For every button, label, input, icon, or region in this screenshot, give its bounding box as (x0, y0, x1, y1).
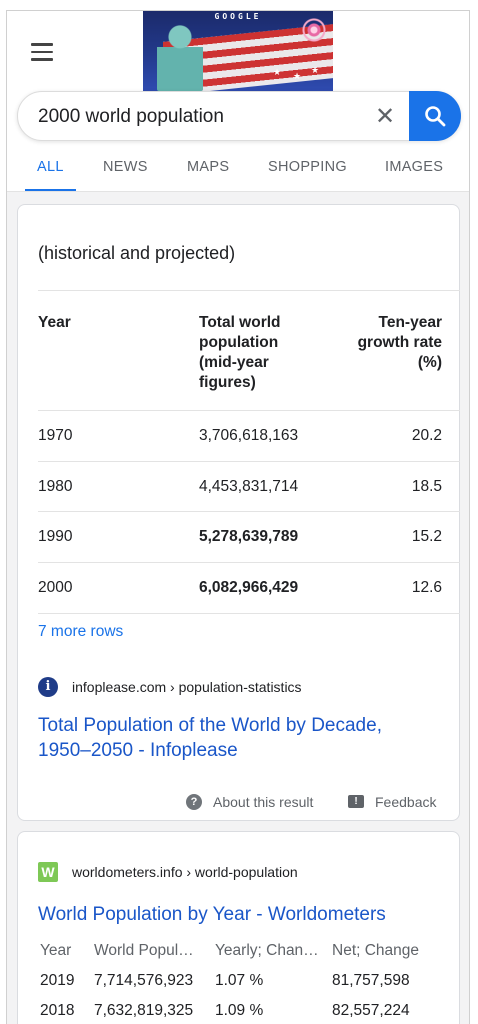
table-cell-year: 1990 (38, 528, 73, 545)
site-favicon-icon: W (38, 862, 58, 882)
table-cell-population: 6,082,966,429 (199, 579, 299, 596)
search-input[interactable] (38, 104, 338, 130)
search-bar: ✕ (17, 91, 461, 141)
tabs-divider (7, 191, 469, 192)
column-header-population: World Popul… (94, 942, 194, 959)
column-header-net-change: Net; Change (332, 942, 420, 959)
divider (38, 461, 460, 462)
divider (38, 562, 460, 563)
divider (38, 613, 460, 614)
search-result-card: W worldometers.info › world-population W… (17, 831, 460, 1024)
table-cell-population: 3,706,618,163 (199, 427, 299, 444)
divider (38, 290, 460, 291)
table-cell-net-change: 81,757,598 (332, 972, 410, 989)
table-cell-growth: 15.2 (411, 528, 442, 545)
table-cell-growth: 12.6 (411, 579, 442, 596)
column-header-year: Year (40, 942, 72, 959)
google-doodle[interactable]: ★ ★ ★ GOOGLE (143, 11, 333, 91)
table-cell-yearly-change: 1.07 % (215, 972, 264, 989)
search-icon (425, 106, 446, 127)
search-tabs: ALL NEWS MAPS SHOPPING IMAGES (7, 156, 469, 192)
about-result-label: About this result (213, 794, 314, 810)
snippet-heading: (historical and projected) (38, 243, 236, 263)
result-title-link[interactable]: Total Population of the World by Decade,… (38, 715, 382, 761)
table-cell-year: 2018 (40, 1002, 75, 1019)
feedback-label: Feedback (375, 794, 437, 810)
table-cell-growth: 18.5 (411, 478, 442, 495)
table-cell-year: 2019 (40, 972, 75, 989)
featured-snippet-card: (historical and projected) Year Total wo… (17, 204, 460, 821)
divider (38, 410, 460, 411)
tab-images[interactable]: IMAGES (385, 159, 444, 175)
tab-shopping[interactable]: SHOPPING (268, 159, 347, 175)
column-header-population: Total world population (mid-year figures… (199, 314, 281, 391)
table-cell-population: 7,632,819,325 (94, 1002, 194, 1019)
table-cell-population: 4,453,831,714 (199, 478, 299, 495)
clear-icon[interactable]: ✕ (374, 103, 396, 130)
tab-maps[interactable]: MAPS (187, 159, 230, 175)
column-header-growth: Ten-year growth rate (%) (357, 314, 442, 371)
search-button[interactable] (409, 91, 461, 141)
table-cell-year: 1980 (38, 478, 73, 495)
column-header-year: Year (38, 314, 71, 331)
divider (38, 511, 460, 512)
help-icon: ? (186, 794, 202, 810)
doodle-logo-text: GOOGLE (214, 12, 262, 21)
source-url[interactable]: worldometers.info › world-population (72, 864, 298, 880)
feedback-icon: ! (348, 795, 364, 808)
table-cell-growth: 20.2 (411, 427, 442, 444)
tab-news[interactable]: NEWS (103, 159, 148, 175)
column-header-yearly-change: Yearly; Chan… (215, 942, 319, 959)
table-cell-population: 5,278,639,789 (199, 528, 299, 545)
table-cell-yearly-change: 1.09 % (215, 1002, 264, 1019)
table-cell-year: 1970 (38, 427, 73, 444)
table-cell-population: 7,714,576,923 (94, 972, 194, 989)
info-icon: i (38, 677, 58, 697)
header: ★★★ GOOGLE ✕ ALL NEWS MAPS SHOPPING IMAG… (7, 11, 469, 192)
table-cell-net-change: 82,557,224 (332, 1002, 410, 1019)
more-rows-link[interactable]: 7 more rows (38, 623, 124, 640)
source-url: infoplease.com › population-statistics (72, 679, 302, 695)
menu-icon[interactable] (31, 43, 57, 63)
result-title-link[interactable]: World Population by Year - Worldometers (38, 904, 386, 925)
browser-frame: ★★★ GOOGLE ✕ ALL NEWS MAPS SHOPPING IMAG… (6, 10, 470, 1024)
tab-all[interactable]: ALL (25, 156, 76, 192)
table-cell-year: 2000 (38, 579, 73, 596)
